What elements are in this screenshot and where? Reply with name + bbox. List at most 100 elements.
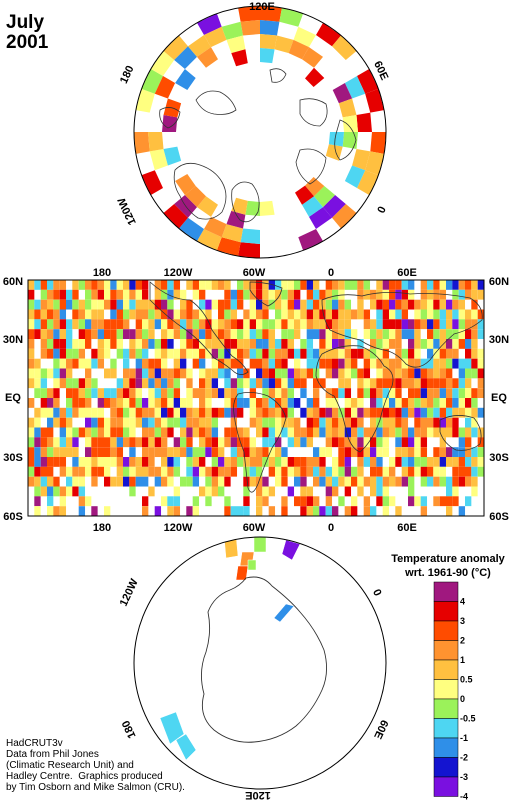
grid-cell bbox=[85, 447, 92, 458]
polar-cell bbox=[323, 195, 346, 218]
grid-cell bbox=[363, 457, 371, 467]
grid-cell bbox=[34, 496, 41, 507]
grid-cell bbox=[142, 289, 149, 300]
grid-cell bbox=[218, 437, 225, 448]
grid-cell bbox=[313, 398, 320, 408]
grid-cell bbox=[237, 398, 244, 408]
grid-cell bbox=[53, 289, 60, 300]
grid-cell bbox=[40, 457, 48, 467]
grid-cell bbox=[458, 457, 466, 467]
grid-cell bbox=[268, 506, 276, 516]
grid-cell bbox=[66, 388, 73, 399]
grid-cell bbox=[53, 388, 60, 399]
grid-cell bbox=[85, 280, 92, 290]
grid-cell bbox=[458, 319, 466, 330]
lat-label: 60S bbox=[3, 511, 23, 523]
grid-cell bbox=[401, 348, 409, 359]
lat-label: 30N bbox=[3, 334, 23, 346]
global-top-longitude-labels: 180 120W 60W 0 60E bbox=[93, 267, 417, 279]
grid-cell bbox=[167, 407, 174, 418]
grid-cell bbox=[72, 476, 79, 487]
polar-cell bbox=[141, 69, 163, 94]
grid-cell bbox=[306, 506, 314, 516]
grid-cell bbox=[173, 437, 181, 448]
grid-cell bbox=[338, 427, 345, 438]
grid-cell bbox=[104, 417, 111, 428]
year-title: 2001 bbox=[6, 32, 49, 53]
grid-cell bbox=[300, 486, 307, 497]
grid-cell bbox=[439, 437, 447, 448]
grid-cell bbox=[458, 339, 466, 349]
grid-cell bbox=[192, 466, 200, 477]
polar-cell bbox=[162, 115, 178, 132]
grid-cell bbox=[439, 348, 447, 359]
grid-cell bbox=[420, 417, 428, 428]
grid-cell bbox=[161, 476, 168, 487]
grid-cell bbox=[306, 496, 314, 507]
grid-cell bbox=[313, 289, 320, 300]
grid-cell bbox=[211, 368, 219, 379]
grid-cell bbox=[148, 427, 155, 438]
grid-cell bbox=[28, 398, 35, 408]
grid-cell bbox=[205, 407, 212, 418]
grid-cell bbox=[427, 289, 434, 300]
grid-cell bbox=[287, 466, 295, 477]
grid-cell bbox=[148, 319, 155, 330]
grid-cell bbox=[370, 358, 377, 369]
grid-cell bbox=[370, 329, 377, 340]
grid-cell bbox=[332, 339, 339, 349]
grid-cell bbox=[268, 289, 276, 300]
grid-cell bbox=[218, 348, 225, 359]
grid-cell bbox=[53, 339, 60, 349]
grid-cell bbox=[414, 407, 421, 418]
grid-cell bbox=[351, 280, 358, 290]
grid-cell bbox=[465, 398, 472, 408]
grid-cell bbox=[389, 466, 396, 477]
grid-cell bbox=[34, 486, 41, 497]
lon-label: 180 bbox=[93, 267, 111, 279]
grid-cell bbox=[357, 466, 364, 477]
grid-cell bbox=[414, 299, 421, 310]
grid-cell bbox=[180, 358, 187, 369]
grid-cell bbox=[471, 427, 478, 438]
grid-cell bbox=[97, 457, 105, 467]
grid-cell bbox=[110, 437, 117, 448]
grid-cell bbox=[28, 280, 35, 290]
grid-cell bbox=[465, 496, 472, 507]
grid-cell bbox=[59, 466, 67, 477]
grid-cell bbox=[256, 506, 263, 516]
polar-cell bbox=[184, 186, 206, 208]
grid-cell bbox=[351, 368, 358, 379]
grid-cell bbox=[180, 437, 187, 448]
credit-line: (Climatic Research Unit) and bbox=[6, 760, 134, 771]
grid-cell bbox=[224, 506, 231, 516]
grid-cell bbox=[376, 466, 383, 477]
grid-cell bbox=[300, 368, 307, 379]
grid-cell bbox=[300, 506, 307, 516]
grid-cell bbox=[458, 299, 466, 310]
grid-cell bbox=[180, 447, 187, 458]
grid-cell bbox=[306, 486, 314, 497]
grid-cell bbox=[281, 368, 288, 379]
grid-cell bbox=[395, 299, 402, 310]
grid-cell bbox=[313, 358, 320, 369]
grid-cell bbox=[471, 398, 478, 408]
grid-cell bbox=[78, 476, 86, 487]
grid-cell bbox=[370, 457, 377, 467]
grid-cell bbox=[433, 398, 440, 408]
grid-cell bbox=[332, 417, 339, 428]
grid-cell bbox=[433, 348, 440, 359]
grid-cell bbox=[40, 476, 48, 487]
grid-cell bbox=[414, 466, 421, 477]
grid-cell bbox=[230, 329, 238, 340]
grid-cell bbox=[230, 299, 238, 310]
grid-cell bbox=[262, 358, 269, 369]
grid-cell bbox=[110, 447, 117, 458]
grid-cell bbox=[370, 339, 377, 349]
grid-cell bbox=[97, 427, 105, 438]
grid-cell bbox=[332, 329, 339, 340]
grid-cell bbox=[471, 309, 478, 320]
grid-cell bbox=[395, 339, 402, 349]
grid-cell bbox=[446, 368, 453, 379]
grid-cell bbox=[433, 299, 440, 310]
